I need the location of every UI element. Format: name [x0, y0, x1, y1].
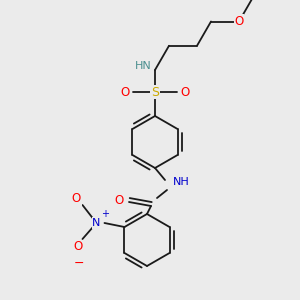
Text: O: O — [74, 241, 83, 254]
Text: O: O — [72, 193, 81, 206]
Text: +: + — [101, 209, 110, 219]
Text: O: O — [114, 194, 124, 206]
Text: N: N — [92, 218, 101, 228]
Text: HN: HN — [135, 61, 152, 71]
Text: O: O — [180, 85, 190, 98]
Text: O: O — [234, 15, 244, 28]
Text: S: S — [151, 85, 159, 98]
Text: O: O — [120, 85, 130, 98]
Text: NH: NH — [172, 177, 189, 187]
Text: −: − — [73, 257, 84, 270]
